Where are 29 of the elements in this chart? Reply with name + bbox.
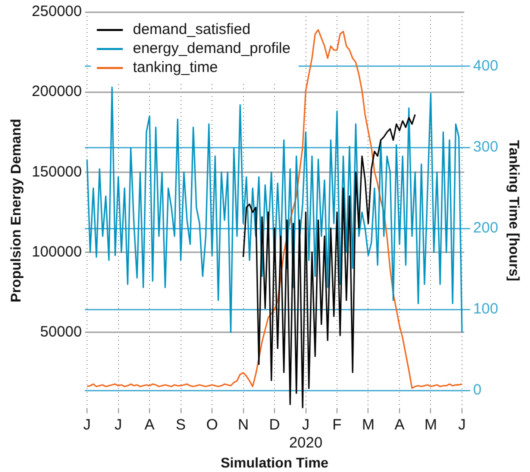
x-axis-title: Simulation Time (220, 454, 329, 470)
x-tick-label: J (114, 416, 122, 434)
x-tick-label: N (238, 416, 249, 434)
y-axis-title: Propulsion Energy Demand (7, 118, 24, 302)
y-tick-label: 150000 (32, 163, 82, 180)
x-tick-label: M (362, 416, 374, 434)
x-tick-label: J (458, 416, 466, 434)
x-tick-label: S (176, 416, 186, 434)
x-tick-label: J (83, 416, 91, 434)
legend-label: energy_demand_profile (132, 40, 290, 58)
legend-label: demand_satisfied (132, 21, 250, 38)
x-tick-label: M (424, 416, 437, 434)
y2-tick-label: 200 (473, 220, 498, 237)
y2-tick-label: 300 (473, 138, 498, 156)
y2-tick-label: 400 (473, 57, 498, 74)
y2-axis-title: Tanking Time [hours] (506, 140, 523, 282)
y-tick-label: 100000 (32, 243, 82, 260)
y2-tick-label: 0 (473, 382, 482, 399)
x-tick-label: A (394, 416, 405, 434)
y-tick-label: 250000 (32, 3, 82, 20)
x-tick-label: F (332, 416, 342, 434)
y2-tick-label: 100 (473, 300, 498, 318)
x-tick-label: D (269, 416, 280, 434)
x-tick-label: A (144, 416, 155, 434)
x-tick-label: O (206, 416, 218, 434)
y-tick-label: 200000 (32, 83, 82, 100)
x-tick-label: J 2020 (289, 416, 322, 452)
legend-label: tanking_time (132, 59, 218, 76)
y-tick-label: 50000 (40, 323, 82, 340)
